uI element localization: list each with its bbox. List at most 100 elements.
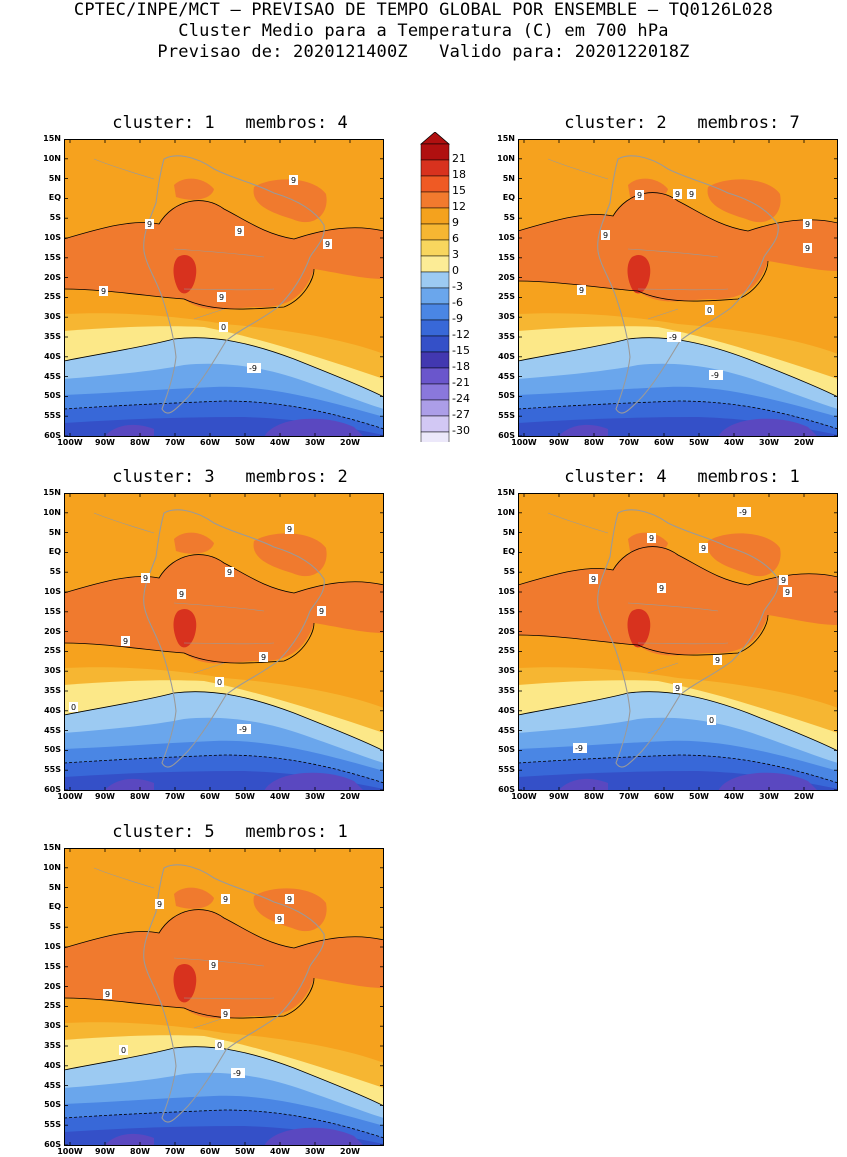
cold-core [264,418,364,437]
colorbar-segment [420,351,450,369]
svg-text:9: 9 [105,990,110,999]
svg-text:-9: -9 [239,725,247,734]
svg-text:9: 9 [211,961,216,970]
warm-blob [253,888,327,932]
lat-label: 60S [44,785,61,794]
lon-label: 50W [235,792,255,801]
colorbar-label: 3 [452,248,459,261]
lat-label: 5N [502,173,515,183]
lon-label: 70W [165,792,185,801]
contour-label: 9 [699,543,708,553]
svg-text:9: 9 [701,544,706,553]
lat-label: 55S [44,765,61,775]
contour-0 [64,337,384,398]
map-frame [64,139,384,437]
lat-label: 45S [44,725,61,735]
contour-label: 9 [779,575,788,585]
lon-label: 20W [340,792,360,801]
lat-label: 5S [503,567,515,577]
lat-label: 30S [498,312,515,322]
colorbar-label: 12 [452,200,466,213]
svg-text:9: 9 [637,191,642,200]
lat-label: 5S [49,922,61,932]
contour-label: 9 [589,574,598,584]
hot-core [173,255,197,294]
map-panel-4: 9 9 9 9 9 9 9 9 0 -9 -9 [518,493,838,791]
svg-text:9: 9 [805,220,810,229]
colorbar-segment [420,207,450,225]
contour-label: 9 [289,175,298,185]
lat-label: 30S [44,312,61,322]
colorbar-label: -12 [452,328,470,341]
lat-label: 15S [44,252,61,262]
lat-label: 30S [44,1021,61,1031]
contour-label: 9 [323,239,332,249]
lon-label: 90W [95,438,115,447]
svg-text:9: 9 [147,220,152,229]
svg-text:0: 0 [707,306,712,315]
colorbar-label: -21 [452,376,470,389]
svg-text:9: 9 [143,574,148,583]
colorbar-label: -18 [452,360,470,373]
lon-label: 90W [95,792,115,801]
contour-label: 9 [121,636,130,646]
lon-label: 60W [200,438,220,447]
header-line-2: Cluster Medio para a Temperatura (C) em … [178,21,669,41]
lat-label: 5S [49,567,61,577]
lat-label: 35S [498,686,515,695]
lat-label: 40S [498,705,515,715]
colorbar-segment [420,303,450,321]
contour-9 [518,260,769,302]
lat-label: 15N [43,134,61,143]
lon-label: 60W [654,792,674,801]
lon-label: 50W [235,1147,255,1156]
lon-label: 30W [759,792,779,801]
lat-label: 45S [498,371,515,381]
lat-label: 20S [44,272,61,282]
svg-text:9: 9 [179,590,184,599]
lat-label: 45S [44,1080,61,1090]
lon-label: 100W [511,438,537,447]
contour-9 [64,554,384,594]
colorbar-segment [420,319,450,337]
svg-text:9: 9 [223,895,228,904]
lat-label: 50S [44,1100,61,1110]
colorbar-label: 9 [452,216,459,229]
country-borders [93,867,275,1029]
lat-label: 5S [49,213,61,223]
lat-label: 10N [497,507,515,517]
map-panel-5: 9 9 9 9 9 9 9 0 0 -9 [64,848,384,1146]
lat-label: 60S [44,431,61,440]
country-borders [547,512,729,674]
lat-label: 25S [44,1001,61,1011]
contour-neg9 [64,754,384,784]
contour-label: 9 [285,894,294,904]
colorbar-label: -15 [452,344,470,357]
contour-0 [518,691,838,752]
lon-label: 40W [270,438,290,447]
colorbar-label: -27 [452,408,470,421]
lon-label: 80W [130,438,150,447]
map-panel-1: 9 9 9 9 9 9 0 -9 [64,139,384,437]
contour-neg9 [518,400,838,430]
lon-label: 70W [165,1147,185,1156]
lat-label: 15N [497,134,515,143]
lat-label: 50S [44,391,61,401]
lon-label: 60W [200,1147,220,1156]
warm-blob [707,179,781,223]
cold-core [264,1127,364,1146]
colorbar-label: 6 [452,232,459,245]
lat-label: 55S [44,1120,61,1130]
lat-label: 60S [44,1140,61,1149]
lon-label: 20W [794,438,814,447]
country-borders [93,158,275,320]
lon-label: 100W [57,438,83,447]
svg-text:9: 9 [675,190,680,199]
colorbar-segment [420,271,450,289]
contour-label: 9 [803,243,812,253]
contour-label: 9 [803,219,812,229]
lat-label: 50S [44,745,61,755]
contour-neg9 [64,1109,384,1139]
lon-label: 30W [305,792,325,801]
colorbar-label: 21 [452,152,466,165]
